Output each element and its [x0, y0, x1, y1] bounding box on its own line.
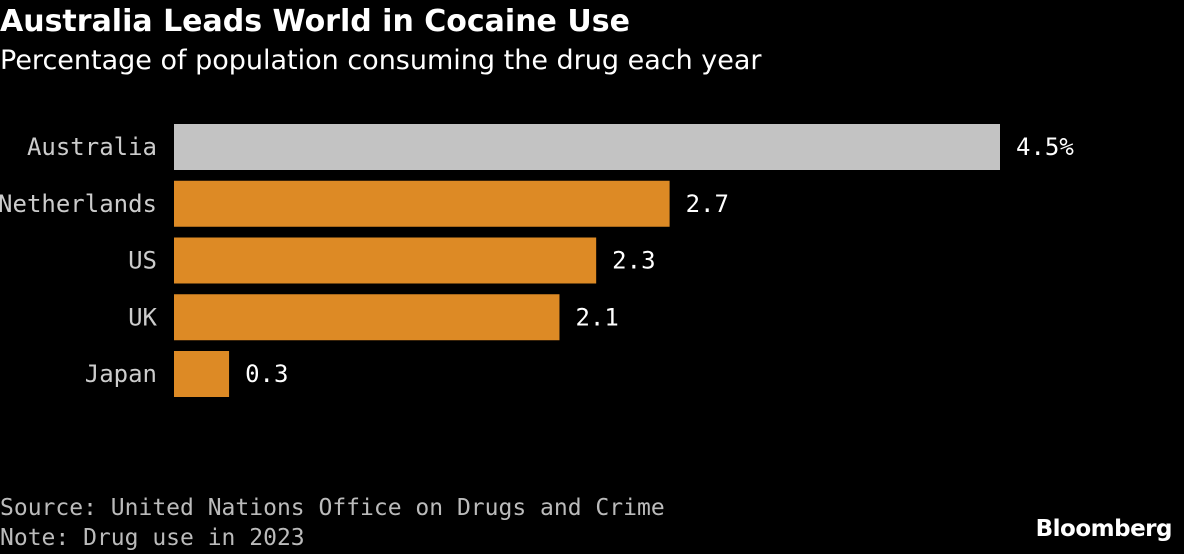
bar-chart: Australia 4.5% Netherlands 2.7 US 2.3 UK 2.1 Jap… [0, 124, 1074, 397]
bar-us [174, 237, 597, 284]
category-label: US [128, 247, 157, 275]
category-label: Netherlands [0, 190, 157, 218]
value-label: 2.7 [686, 190, 729, 218]
bar-japan [174, 351, 230, 397]
bar-netherlands [174, 180, 670, 227]
bar-australia [174, 124, 1000, 170]
value-label: 2.1 [575, 303, 618, 331]
bar-uk [174, 294, 560, 341]
chart-title: Australia Leads World in Cocaine Use [0, 4, 630, 39]
category-label: UK [128, 303, 157, 331]
value-label: 2.3 [612, 247, 655, 275]
bloomberg-logo: Bloomberg [1035, 516, 1173, 542]
footnote: Note: Drug use in 2023 [0, 525, 305, 551]
chart-subtitle: Percentage of population consuming the d… [0, 45, 762, 76]
value-label: 4.5% [1016, 133, 1074, 161]
category-label: Australia [27, 133, 157, 161]
source-note: Source: United Nations Office on Drugs a… [0, 495, 665, 521]
category-label: Japan [85, 360, 157, 388]
value-label: 0.3 [245, 360, 288, 388]
